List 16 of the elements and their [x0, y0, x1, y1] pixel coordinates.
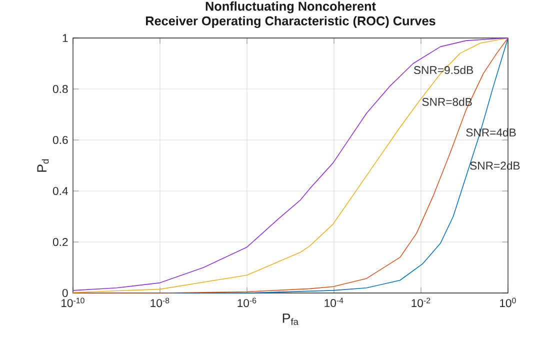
x-axis-title: P$_{fa}$: [282, 314, 298, 326]
x-tick-label: 10$^{0}$: [500, 298, 516, 308]
y-tick-label: 0.6: [52, 136, 68, 144]
y-tick-label: 0.8: [52, 85, 68, 94]
x-tick-label: 10$^{-2}$: [412, 298, 430, 308]
chart-subtitle: Receiver Operating Characteristic (ROC) Curves: [146, 16, 436, 28]
x-tick-label: 10$^{-4}$: [324, 298, 344, 308]
y-tick-label: 0.4: [52, 187, 68, 196]
y-tick-label: 0: [62, 288, 68, 298]
x-tick-label: 10$^{-8}$: [150, 298, 170, 308]
chart-title: Nonfluctuating Noncoherent: [206, 1, 376, 14]
x-tick-label: 10$^{-10}$: [61, 298, 84, 308]
y-tick-label: 1: [62, 34, 68, 42]
y-tick-label: 0.2: [52, 238, 68, 246]
x-tick-label: 10$^{-6}$: [238, 298, 256, 308]
y-axis-title: P$_{d}$: [37, 159, 49, 172]
